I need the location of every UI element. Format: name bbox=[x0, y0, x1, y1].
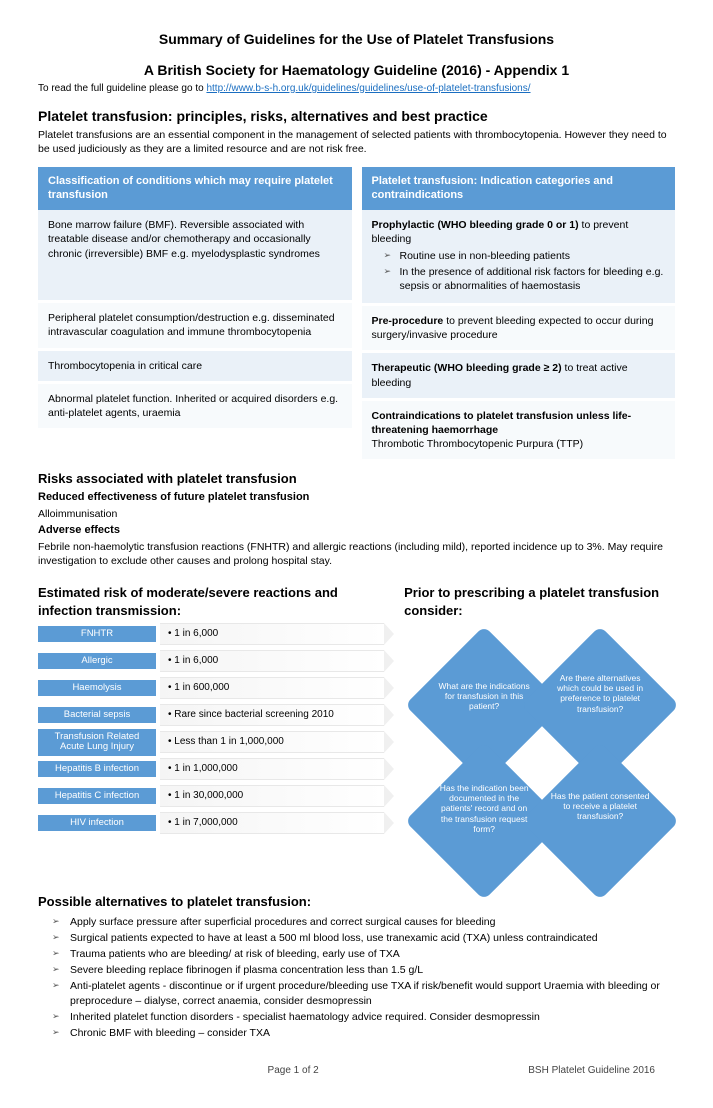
list-item: Trauma patients who are bleeding/ at ris… bbox=[38, 947, 675, 961]
footer-page: Page 1 of 2 bbox=[268, 1064, 319, 1078]
table-row: Peripheral platelet consumption/destruct… bbox=[38, 303, 352, 350]
risk-row: Hepatitis C infection1 in 30,000,000 bbox=[38, 784, 384, 808]
risks-sub2: Adverse effects bbox=[38, 523, 675, 538]
list-item: Surgical patients expected to have at le… bbox=[38, 931, 675, 945]
intro-line: To read the full guideline please go to … bbox=[38, 82, 675, 96]
table-row: Pre-procedure to prevent bleeding expect… bbox=[362, 306, 676, 353]
q3-text: Has the indication been documented in th… bbox=[434, 783, 534, 834]
risk-value: 1 in 7,000,000 bbox=[160, 812, 384, 834]
table-row: Bone marrow failure (BMF). Reversible as… bbox=[38, 210, 352, 303]
risk-label: Transfusion Related Acute Lung Injury bbox=[38, 729, 156, 756]
page-subtitle: A British Society for Haematology Guidel… bbox=[38, 61, 675, 80]
list-item: Chronic BMF with bleeding – consider TXA bbox=[38, 1026, 675, 1040]
intro-prefix: To read the full guideline please go to bbox=[38, 83, 206, 94]
risk-value: Rare since bacterial screening 2010 bbox=[160, 704, 384, 726]
page-title: Summary of Guidelines for the Use of Pla… bbox=[38, 30, 675, 49]
row-bold: Pre-procedure bbox=[372, 315, 444, 327]
list-item: Apply surface pressure after superficial… bbox=[38, 915, 675, 929]
risk-label: FNHTR bbox=[38, 626, 156, 642]
risk-chart: FNHTR1 in 6,000Allergic1 in 6,000Haemoly… bbox=[38, 622, 384, 835]
risk-label: HIV infection bbox=[38, 815, 156, 831]
principles-heading: Platelet transfusion: principles, risks,… bbox=[38, 107, 675, 126]
page-footer: Page 1 of 2 BSH Platelet Guideline 2016 bbox=[38, 1064, 675, 1078]
risk-label: Hepatitis B infection bbox=[38, 761, 156, 777]
row-bold: Therapeutic (WHO bleeding grade ≥ 2) bbox=[372, 362, 562, 374]
questions-diagram: What are the indications for transfusion… bbox=[404, 623, 674, 883]
list-item: Severe bleeding replace fibrinogen if pl… bbox=[38, 963, 675, 977]
q2-text: Are there alternatives which could be us… bbox=[550, 673, 650, 714]
footer-right: BSH Platelet Guideline 2016 bbox=[528, 1064, 655, 1078]
risk-value: 1 in 30,000,000 bbox=[160, 785, 384, 807]
risk-label: Bacterial sepsis bbox=[38, 707, 156, 723]
risk-value: 1 in 600,000 bbox=[160, 677, 384, 699]
alternatives-heading: Possible alternatives to platelet transf… bbox=[38, 893, 675, 911]
risk-label: Hepatitis C infection bbox=[38, 788, 156, 804]
risk-label: Haemolysis bbox=[38, 680, 156, 696]
guideline-link[interactable]: http://www.b-s-h.org.uk/guidelines/guide… bbox=[206, 83, 530, 94]
risk-row: Hepatitis B infection1 in 1,000,000 bbox=[38, 757, 384, 781]
risk-value: 1 in 6,000 bbox=[160, 623, 384, 645]
risk-row: FNHTR1 in 6,000 bbox=[38, 622, 384, 646]
list-item: Anti-platelet agents - discontinue or if… bbox=[38, 979, 675, 1007]
q4-text: Has the patient consented to receive a p… bbox=[550, 791, 650, 822]
risks-body: Febrile non-haemolytic transfusion react… bbox=[38, 540, 675, 568]
table-left-header: Classification of conditions which may r… bbox=[38, 167, 352, 211]
risk-row: Bacterial sepsisRare since bacterial scr… bbox=[38, 703, 384, 727]
table-row: Prophylactic (WHO bleeding grade 0 or 1)… bbox=[362, 210, 676, 306]
table-row: Contraindications to platelet transfusio… bbox=[362, 401, 676, 463]
principles-body: Platelet transfusions are an essential c… bbox=[38, 128, 675, 156]
risk-row: HIV infection1 in 7,000,000 bbox=[38, 811, 384, 835]
risks-sub1: Reduced effectiveness of future platelet… bbox=[38, 490, 675, 505]
sub-item: Routine use in non-bleeding patients bbox=[372, 249, 666, 263]
risk-row: Transfusion Related Acute Lung InjuryLes… bbox=[38, 730, 384, 754]
risk-row: Allergic1 in 6,000 bbox=[38, 649, 384, 673]
risk-value: 1 in 1,000,000 bbox=[160, 758, 384, 780]
risk-value: 1 in 6,000 bbox=[160, 650, 384, 672]
row-rest: Thrombotic Thrombocytopenic Purpura (TTP… bbox=[372, 438, 584, 450]
risk-label: Allergic bbox=[38, 653, 156, 669]
estimated-heading: Estimated risk of moderate/severe reacti… bbox=[38, 584, 384, 619]
risks-heading: Risks associated with platelet transfusi… bbox=[38, 470, 675, 488]
classification-table: Classification of conditions which may r… bbox=[38, 167, 675, 463]
list-item: Inherited platelet function disorders - … bbox=[38, 1010, 675, 1024]
prior-heading: Prior to prescribing a platelet transfus… bbox=[404, 584, 675, 619]
risk-value: Less than 1 in 1,000,000 bbox=[160, 731, 384, 753]
row-bold: Contraindications to platelet transfusio… bbox=[372, 410, 632, 436]
alternatives-list: Apply surface pressure after superficial… bbox=[38, 915, 675, 1040]
risks-line: Alloimmunisation bbox=[38, 507, 675, 521]
table-row: Thrombocytopenia in critical care bbox=[38, 351, 352, 384]
risk-row: Haemolysis1 in 600,000 bbox=[38, 676, 384, 700]
table-right-header: Platelet transfusion: Indication categor… bbox=[362, 167, 676, 211]
table-row: Therapeutic (WHO bleeding grade ≥ 2) to … bbox=[362, 353, 676, 400]
sub-item: In the presence of additional risk facto… bbox=[372, 265, 666, 293]
q1-text: What are the indications for transfusion… bbox=[434, 681, 534, 712]
table-row: Abnormal platelet function. Inherited or… bbox=[38, 384, 352, 431]
row-bold: Prophylactic (WHO bleeding grade 0 or 1) bbox=[372, 219, 579, 231]
